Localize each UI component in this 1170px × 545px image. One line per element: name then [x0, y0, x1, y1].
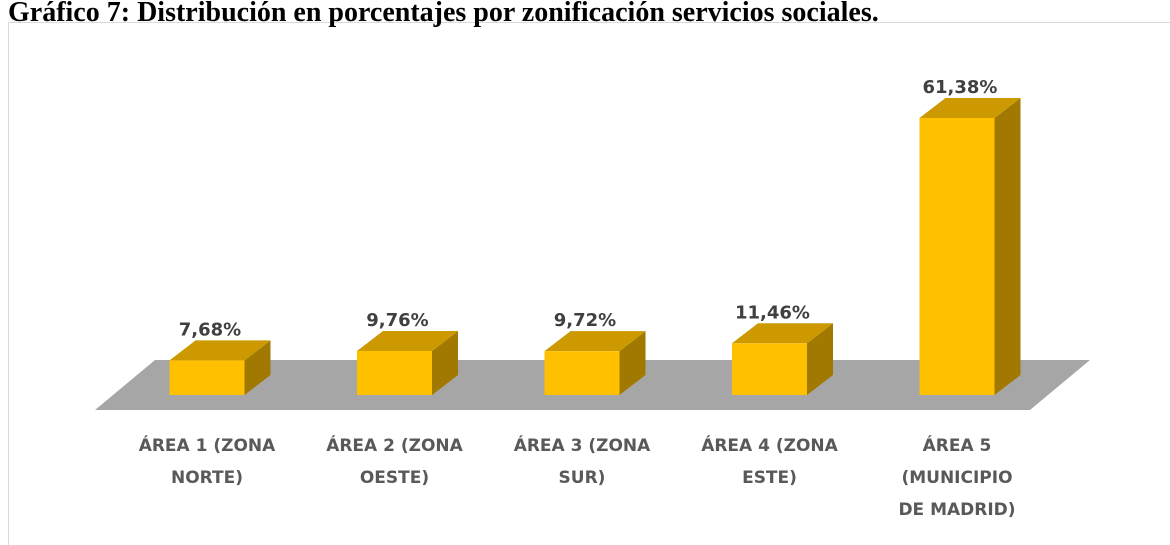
bar-side — [619, 331, 646, 395]
x-tick-label: ÁREA 2 (ZONA OESTE) — [326, 434, 463, 488]
data-label: 61,38% — [923, 77, 998, 98]
x-tick-label: ÁREA 1 (ZONA NORTE) — [139, 434, 276, 488]
bar-top — [169, 340, 271, 361]
x-tick-label: ÁREA 5 (MUNICIPIO DE MADRID) — [898, 434, 1015, 520]
data-label: 7,68% — [179, 319, 241, 340]
data-label: 9,76% — [366, 310, 428, 331]
bar — [357, 350, 432, 395]
bar-side — [432, 330, 458, 395]
chart-title: Gráfico 7: Distribución en porcentajes p… — [8, 0, 879, 28]
bar — [544, 351, 620, 395]
chart-border — [8, 22, 1170, 545]
bar-side — [244, 340, 271, 395]
bar — [169, 360, 245, 395]
x-tick-label: ÁREA 4 (ZONA ESTE) — [701, 434, 838, 488]
bar-top — [544, 331, 646, 352]
data-label: 9,72% — [554, 310, 616, 331]
data-label: 11,46% — [735, 302, 810, 323]
bar-top — [357, 330, 458, 351]
bar — [732, 343, 807, 395]
bar — [919, 118, 995, 395]
bar-side — [994, 98, 1021, 395]
bar-side — [807, 323, 833, 395]
bar-top — [732, 323, 833, 344]
x-tick-label: ÁREA 3 (ZONA SUR) — [514, 434, 651, 488]
bar-top — [919, 98, 1021, 118]
